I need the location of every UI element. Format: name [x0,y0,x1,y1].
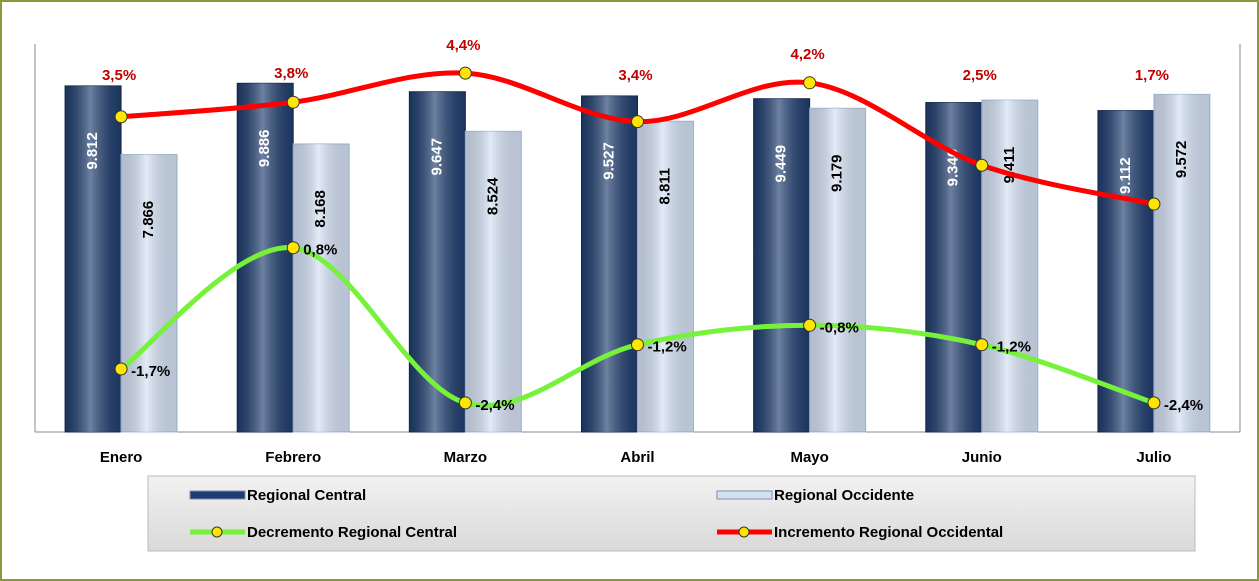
legend-box [147,475,1196,552]
x-tick-label: Abril [620,449,654,466]
line-value-label: 2,5% [963,67,997,84]
legend-label: Regional Central [247,487,366,504]
legend-label: Incremento Regional Occidental [774,524,1003,541]
line-marker [1147,396,1161,410]
legend-label: Regional Occidente [774,487,914,504]
line-value-label: -2,4% [475,397,514,414]
line-value-label: -1,2% [992,339,1031,356]
line-value-label: -1,7% [131,363,170,380]
line-value-label: 1,7% [1135,67,1169,84]
x-tick-label: Febrero [265,449,321,466]
bar-shine [237,83,294,432]
x-tick-label: Julio [1136,449,1171,466]
line-marker [803,318,817,332]
line-marker [631,338,644,352]
bar-shine [981,100,1038,432]
line-marker [114,110,128,124]
line-marker [286,95,300,109]
line-marker [975,338,989,352]
bar-shine [1153,94,1210,433]
bar-shine [753,98,810,432]
legend-marker [738,526,750,538]
bar-value-label: 9.647 [428,138,445,176]
legend-marker [211,526,223,538]
bar-shine [637,121,694,432]
bar-value-label: 8.168 [312,190,329,228]
line-marker [458,66,472,80]
x-tick-label: Marzo [444,449,487,466]
line-value-label: -0,8% [820,319,859,336]
line-value-label: 3,5% [102,67,136,84]
line-value-label: 0,8% [303,242,337,259]
bar-value-label: 8.811 [656,168,673,205]
bar-shine [581,95,638,432]
line-value-label: 4,4% [446,37,480,54]
x-tick-label: Enero [100,449,143,466]
bar-value-label: 9.179 [829,154,846,192]
x-tick-label: Junio [962,449,1002,466]
bar-value-label: 9.527 [600,142,617,180]
bar-shine [65,85,122,433]
bar-shine [809,108,866,433]
bar-shine [925,102,982,432]
bar-shine [121,154,178,432]
line-value-label: -2,4% [1164,397,1203,414]
bar-value-label: 9.112 [1117,157,1134,194]
line-marker [631,115,644,129]
line-marker [458,396,472,410]
bar-value-label: 9.572 [1173,141,1190,179]
line-marker [975,158,989,172]
legend-swatch [189,490,246,500]
line-value-label: 3,8% [274,65,308,82]
line-marker [114,362,128,376]
bar-value-label: 7.866 [140,201,157,239]
legend-label: Decremento Regional Central [247,524,457,541]
line-value-label: 4,2% [791,46,825,63]
bar-shine [1097,110,1154,432]
line-marker [803,76,817,90]
bar-value-label: 9.812 [84,132,101,170]
x-tick-label: Mayo [790,449,828,466]
bar-shine [293,143,350,432]
line-value-label: -1,2% [648,339,687,356]
legend-swatch [716,490,773,500]
bar-value-label: 9.340 [945,149,962,187]
line-value-label: 3,4% [618,67,652,84]
bar-value-label: 8.524 [484,177,501,215]
bar-value-label: 9.886 [256,130,273,168]
bar-shine [465,131,522,432]
line-marker [286,241,300,255]
line-marker [1147,197,1161,211]
bar-shine [409,91,466,432]
bar-value-label: 9.449 [773,145,790,183]
